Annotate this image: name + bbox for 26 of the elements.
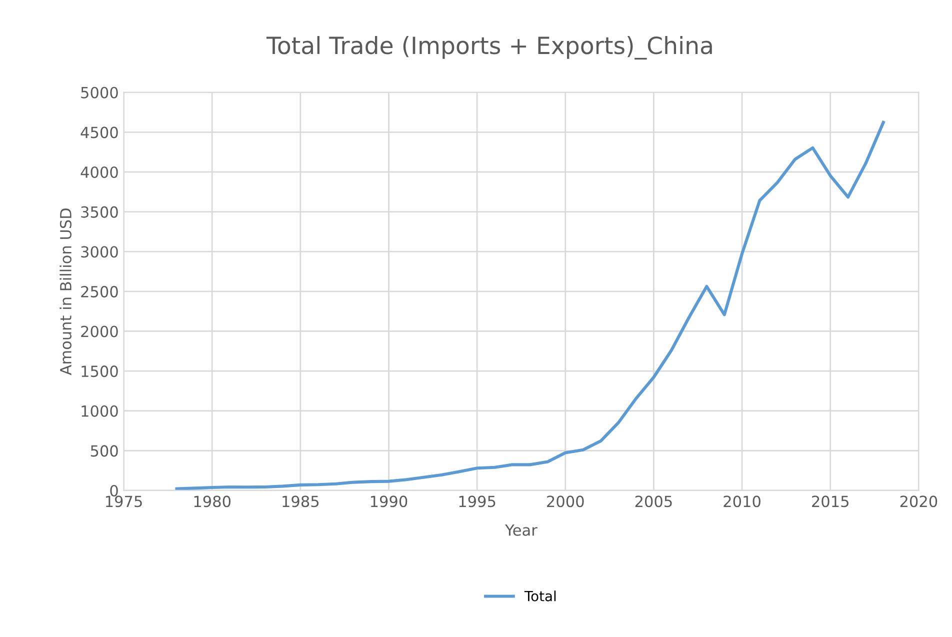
y-tick-label: 4500 bbox=[80, 126, 118, 138]
x-tick-label: 1975 bbox=[106, 496, 142, 508]
x-tick-label: 1990 bbox=[370, 496, 408, 508]
y-tick-label: 3000 bbox=[81, 246, 118, 258]
x-tick-label: 2005 bbox=[635, 496, 672, 508]
x-tick-label: 1985 bbox=[282, 496, 319, 508]
x-tick-label: 1980 bbox=[194, 496, 231, 508]
y-tick-label: 2500 bbox=[81, 286, 118, 298]
x-tick-label: 2020 bbox=[900, 496, 938, 508]
x-tick-label: 2015 bbox=[812, 496, 848, 508]
y-tick-label: 1000 bbox=[82, 405, 118, 417]
x-tick-label: 1995 bbox=[459, 496, 496, 508]
x-tick-label: 2010 bbox=[724, 496, 760, 508]
y-tick-label: 500 bbox=[90, 445, 118, 457]
y-axis-title: Amount in Billion USD bbox=[60, 208, 72, 376]
y-tick-label: 3500 bbox=[81, 206, 118, 218]
y-tick-label: 4000 bbox=[80, 166, 118, 178]
y-tick-label: 1500 bbox=[82, 366, 118, 378]
line-series bbox=[175, 120, 885, 490]
legend-label: Total bbox=[524, 590, 556, 602]
x-axis-title: Year bbox=[505, 524, 538, 536]
y-tick-label: 5000 bbox=[81, 86, 118, 98]
x-tick-label: 2000 bbox=[547, 496, 584, 508]
y-tick-label: 2000 bbox=[81, 326, 118, 338]
y-tick-label: 0 bbox=[110, 484, 118, 497]
chart-title: Total Trade (Imports + Exports)_China bbox=[266, 36, 712, 60]
